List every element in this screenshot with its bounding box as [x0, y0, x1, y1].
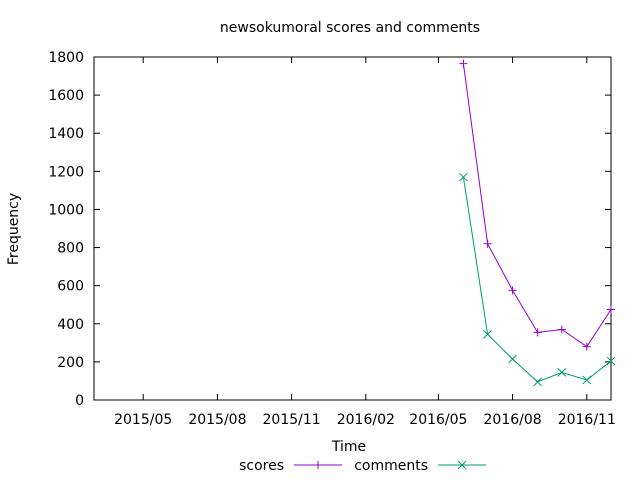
- x-tick-label: 2015/08: [188, 412, 246, 428]
- legend-marker-comments: [457, 460, 467, 470]
- series-comments: [459, 172, 616, 387]
- data-point-scores: [459, 59, 468, 68]
- data-point-comments: [606, 356, 616, 366]
- y-tick-label: 200: [57, 355, 84, 371]
- y-tick-label: 0: [75, 393, 84, 409]
- y-tick-label: 1600: [48, 88, 84, 104]
- y-tick-label: 1000: [48, 202, 84, 218]
- x-axis-label: Time: [331, 439, 366, 455]
- data-point-scores: [533, 328, 542, 337]
- y-tick-label: 1800: [48, 50, 84, 66]
- y-tick-label: 1200: [48, 164, 84, 180]
- y-tick-label: 800: [57, 241, 84, 257]
- data-point-comments: [533, 377, 542, 387]
- data-point-comments: [557, 368, 567, 377]
- x-tick-label: 2016/08: [484, 412, 542, 428]
- legend-marker-scores: [314, 461, 322, 469]
- series-group: [459, 59, 616, 387]
- data-point-comments: [483, 329, 492, 339]
- legend-label-scores: scores: [239, 458, 284, 474]
- series-line-scores: [462, 63, 612, 348]
- x-tick-label: 2016/05: [409, 412, 467, 428]
- x-tick-label: 2016/11: [558, 412, 616, 428]
- data-point-comments: [508, 354, 517, 364]
- series-scores: [459, 59, 615, 351]
- data-point-scores: [582, 342, 591, 351]
- data-point-comments: [582, 375, 592, 385]
- y-tick-label: 400: [57, 317, 84, 333]
- series-line-comments: [462, 176, 612, 383]
- x-axis: 2015/05 2015/08 2015/11 2016/02 2016/05 2016/…: [114, 57, 616, 428]
- data-point-scores: [557, 325, 566, 334]
- y-tick-label: 600: [57, 279, 84, 295]
- data-point-scores: [508, 286, 517, 295]
- chart-title: newsokumoral scores and comments: [220, 20, 480, 36]
- y-axis: 0 200 400 600 800 1000 1200 1400 1600 1800: [48, 50, 611, 409]
- y-axis-label: Frequency: [6, 193, 22, 265]
- data-point-comments: [459, 172, 468, 182]
- x-tick-label: 2016/02: [337, 412, 395, 428]
- plot-frame: [93, 56, 612, 401]
- y-tick-label: 1400: [48, 126, 84, 142]
- x-tick-label: 2015/05: [114, 412, 172, 428]
- x-tick-label: 2015/11: [263, 412, 321, 428]
- legend-label-comments: comments: [354, 458, 428, 474]
- data-point-scores: [607, 305, 615, 314]
- data-point-scores: [483, 239, 492, 248]
- legend: scores comments: [239, 458, 486, 474]
